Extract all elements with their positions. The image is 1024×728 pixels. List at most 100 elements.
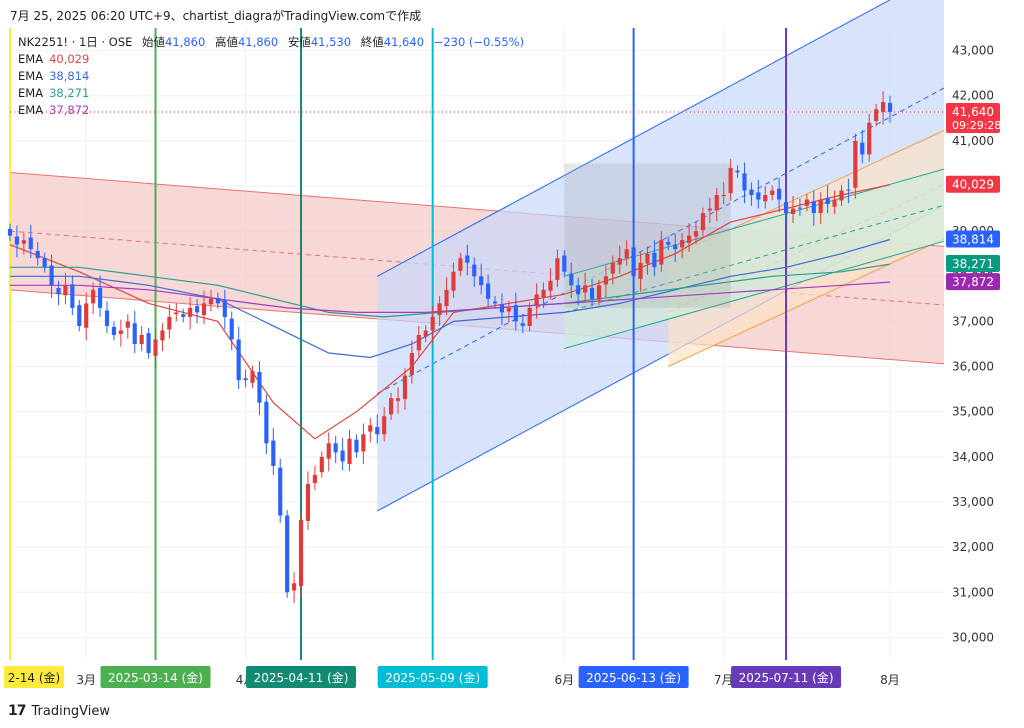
candle[interactable] (395, 398, 401, 401)
date-tag[interactable] (100, 666, 211, 688)
candle[interactable] (659, 240, 664, 265)
channel-fill-green-up[interactable] (564, 169, 944, 349)
date-tag[interactable] (377, 666, 488, 688)
candle[interactable] (292, 583, 297, 591)
candle[interactable] (479, 276, 484, 286)
ema-row-2[interactable]: EMA 38,814 (18, 68, 524, 85)
candle[interactable] (797, 207, 802, 209)
candle[interactable] (520, 323, 525, 326)
ema-row-3[interactable]: EMA 38,271 (18, 85, 524, 102)
candle[interactable] (437, 303, 442, 316)
candle[interactable] (389, 398, 394, 415)
channel-lower-orange-up[interactable] (668, 238, 945, 368)
candle[interactable] (596, 285, 602, 300)
candle[interactable] (319, 456, 324, 473)
candle[interactable] (49, 265, 54, 286)
candle[interactable] (610, 262, 615, 274)
candle[interactable] (499, 304, 505, 313)
candle[interactable] (153, 339, 158, 356)
candle[interactable] (458, 258, 463, 271)
candle[interactable] (111, 326, 117, 335)
candle[interactable] (7, 228, 13, 236)
date-tag[interactable] (731, 666, 842, 688)
candle[interactable] (617, 258, 622, 265)
candle[interactable] (42, 258, 47, 268)
candle[interactable] (326, 443, 331, 459)
candle[interactable] (375, 427, 380, 435)
candle[interactable] (673, 244, 678, 250)
candle[interactable] (735, 170, 740, 173)
candle[interactable] (541, 289, 546, 298)
channel-upper-blue-up[interactable] (377, 0, 944, 277)
candle[interactable] (534, 294, 539, 307)
candle[interactable] (527, 307, 532, 326)
candle[interactable] (652, 252, 657, 268)
candle[interactable] (444, 289, 449, 307)
candle[interactable] (98, 288, 103, 308)
candle[interactable] (409, 353, 414, 375)
candle[interactable] (506, 307, 511, 312)
candle[interactable] (167, 316, 172, 330)
candle[interactable] (298, 520, 304, 586)
candle[interactable] (188, 307, 193, 317)
candle[interactable] (77, 305, 82, 326)
candle[interactable] (146, 333, 151, 354)
candle[interactable] (257, 371, 262, 403)
candle[interactable] (693, 231, 699, 237)
candle[interactable] (195, 306, 200, 313)
candle[interactable] (354, 439, 359, 453)
candle[interactable] (215, 297, 220, 304)
candle[interactable] (867, 122, 872, 155)
candle[interactable] (749, 189, 754, 196)
candle[interactable] (562, 255, 567, 272)
candle[interactable] (576, 285, 581, 295)
candle[interactable] (104, 310, 110, 326)
candle[interactable] (416, 334, 421, 351)
candle[interactable] (14, 236, 20, 245)
candle[interactable] (783, 202, 789, 214)
candle[interactable] (236, 339, 241, 381)
candle[interactable] (756, 192, 761, 200)
candle[interactable] (707, 208, 712, 211)
candle[interactable] (382, 416, 387, 435)
candle[interactable] (714, 195, 719, 211)
candle[interactable] (35, 251, 40, 259)
candle[interactable] (860, 142, 865, 155)
candle[interactable] (402, 375, 408, 400)
candle[interactable] (368, 425, 373, 432)
candle[interactable] (763, 195, 768, 202)
candle[interactable] (271, 440, 276, 466)
candle[interactable] (555, 258, 560, 280)
candle[interactable] (874, 109, 879, 121)
candle[interactable] (853, 140, 858, 188)
date-tag[interactable] (4, 666, 64, 688)
candle[interactable] (811, 201, 816, 214)
ema-line-4[interactable] (10, 281, 891, 313)
candle[interactable] (201, 303, 207, 316)
candle[interactable] (63, 285, 68, 296)
candle[interactable] (887, 102, 893, 112)
candle[interactable] (56, 288, 61, 295)
candle[interactable] (451, 271, 456, 291)
candle[interactable] (264, 401, 269, 444)
candle[interactable] (139, 334, 144, 344)
candle[interactable] (742, 173, 747, 191)
candle[interactable] (770, 190, 775, 196)
ema-line-1[interactable] (9, 184, 891, 440)
candle[interactable] (721, 195, 726, 197)
candle[interactable] (624, 249, 629, 259)
candle[interactable] (832, 199, 837, 207)
candle[interactable] (603, 276, 608, 285)
candle[interactable] (84, 303, 89, 328)
candle[interactable] (492, 301, 498, 304)
candle[interactable] (222, 300, 227, 317)
candle[interactable] (305, 483, 311, 521)
candle[interactable] (285, 515, 290, 593)
candle[interactable] (548, 280, 553, 291)
candle[interactable] (70, 284, 75, 308)
candle[interactable] (589, 288, 595, 299)
candle[interactable] (513, 305, 518, 322)
candle[interactable] (28, 237, 33, 250)
candle[interactable] (700, 213, 705, 231)
